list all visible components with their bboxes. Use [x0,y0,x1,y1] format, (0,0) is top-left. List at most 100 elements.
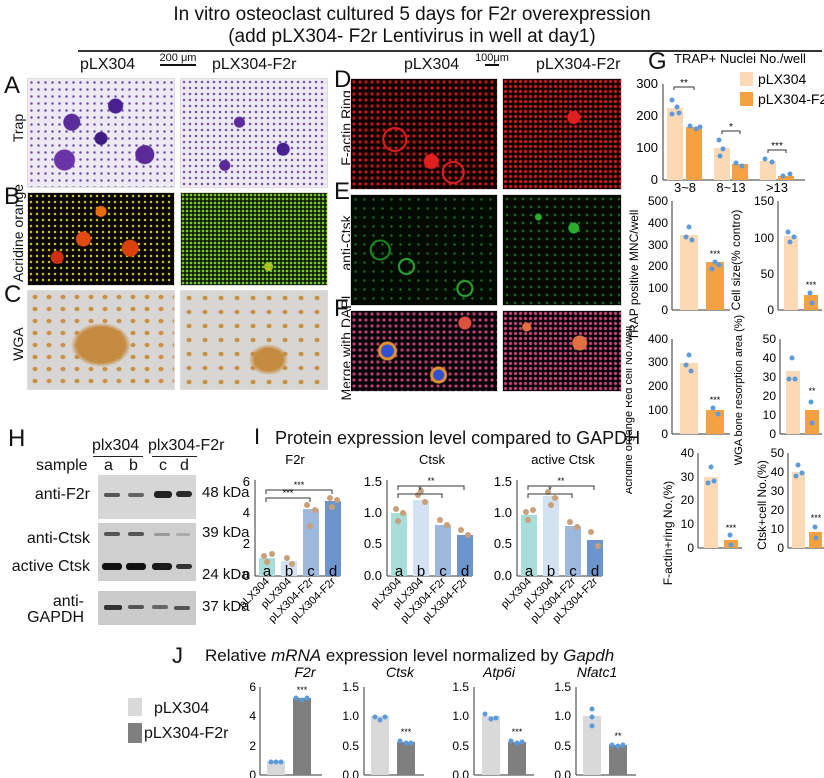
group-line-1 [93,456,143,457]
xtick: >13 [766,180,788,192]
kda-39: 39 kDa [202,524,250,541]
svg-text:1.5: 1.5 [342,680,359,694]
scale-bar-100: 100μm [474,52,510,66]
svg-text:0: 0 [243,568,250,583]
svg-text:2: 2 [249,739,256,753]
sig: * [418,485,422,495]
svg-text:1.5: 1.5 [452,680,469,694]
svg-text:1.5: 1.5 [494,474,512,489]
svg-text:50: 50 [771,446,785,460]
svg-text:6: 6 [243,474,250,489]
svg-text:0.0: 0.0 [364,568,382,583]
bar-letter: d [591,563,599,580]
svg-text:0.0: 0.0 [452,768,469,778]
svg-text:6: 6 [249,680,256,694]
svg-text:0: 0 [777,541,784,555]
image-factin-f2r [502,78,622,190]
title-divider [78,50,822,52]
svg-text:1.0: 1.0 [554,709,571,723]
svg-text:0: 0 [661,427,668,441]
svg-text:50: 50 [761,267,775,281]
svg-text:300: 300 [648,355,668,369]
panel-i-title: Protein expression level compared to GAP… [275,428,641,448]
sig: *** [726,523,737,533]
ytick: 100 [636,140,658,155]
chart-g-small-group: TRAP positive MNC/well 5004003002001000 … [626,195,824,585]
chart-g-nuclei: TRAP+ Nuclei No./well 300 200 100 0 ****… [636,51,824,192]
legend-swatch-ctrl [128,698,142,716]
svg-text:10: 10 [763,408,777,422]
svg-text:1.0: 1.0 [494,505,512,520]
blot-label-f2r: anti-F2r [34,486,90,503]
lane-a: a [104,457,113,474]
svg-text:0: 0 [249,768,256,778]
bar-letter: c [307,563,315,580]
image-wga-f2r [180,290,328,390]
bar-letter: b [285,563,293,580]
svg-text:4: 4 [243,505,250,520]
sig: *** [294,480,305,490]
ytick: 300 [636,76,658,91]
chart-g5: WGA bone resorption area (%) 50 40 30 20 10 0… [733,315,822,465]
svg-text:100: 100 [754,231,774,245]
svg-text:20: 20 [771,503,785,517]
svg-text:0: 0 [687,541,694,555]
panel-letter-E: E [334,178,351,205]
svg-text:200: 200 [648,259,668,273]
svg-text:0.5: 0.5 [554,739,571,753]
ylabel: WGA bone resorption area (%) [733,315,745,465]
chart-title: Ctsk [386,665,415,680]
row-label-wga: WGA [10,327,26,361]
image-acridine-ctrl [27,192,175,286]
blot-group-ctrl: plx304 [92,437,140,454]
scale-label-2: 100μm [475,52,509,64]
ytick: 200 [636,108,658,123]
lane-c: c [159,457,167,474]
sig: *** [811,513,822,523]
col-title-f2r: pLX304-F2r [212,56,297,73]
bar-letter: a [525,563,534,580]
chart-j2: Ctsk 1.5 1.0 0.5 0.0 *** [342,665,424,778]
panel-letter-J: J [172,643,183,668]
svg-text:150: 150 [754,195,774,208]
ytick: 0 [651,172,658,187]
chart-g7: Ctsk+cell No.(%) 50 40 30 20 10 0 *** [755,446,824,555]
svg-text:40: 40 [763,351,777,365]
scale-bar-200: 200 μm [156,52,200,66]
bar-letter: c [439,563,447,580]
blot-gapdh [98,591,196,625]
svg-text:20: 20 [763,389,777,403]
chart-g6: F-actin+ring No.(%) 40 30 20 10 0 *** [661,446,742,585]
svg-text:0.5: 0.5 [452,739,469,753]
svg-text:0.5: 0.5 [364,536,382,551]
sig: *** [283,488,294,498]
ylabel: F-actin+ring No.(%) [661,481,675,585]
image-merge-ctrl [350,310,498,392]
ylabel: Ctsk+cell No.(%) [755,460,769,550]
svg-text:2: 2 [243,536,250,551]
chart-g2: TRAP positive MNC/well 5004003002001000 … [627,195,730,340]
chart-title: F2r [285,452,305,467]
svg-text:30: 30 [763,370,777,384]
panel-j-title: Relative mRNA expression level normalize… [205,646,615,665]
svg-text:10: 10 [771,522,785,536]
svg-text:40: 40 [681,446,695,460]
svg-text:1.0: 1.0 [364,505,382,520]
svg-text:0: 0 [661,303,668,317]
svg-text:0.0: 0.0 [554,768,571,778]
chart-title: Nfatc1 [577,665,617,680]
svg-text:20: 20 [681,493,695,507]
image-ctsk-ctrl [350,194,498,306]
svg-text:400: 400 [648,332,668,346]
sig: ** [680,78,688,89]
bar-letter: a [395,563,404,580]
row-label-acridine: Acridine orange [10,183,26,283]
lane-d: d [180,457,189,474]
chart-j1: F2r 6 4 2 0 *** [249,665,322,778]
scale-label: 200 μm [159,52,197,64]
svg-text:30: 30 [771,484,785,498]
sig: *** [401,727,412,737]
sig: ** [614,731,622,741]
